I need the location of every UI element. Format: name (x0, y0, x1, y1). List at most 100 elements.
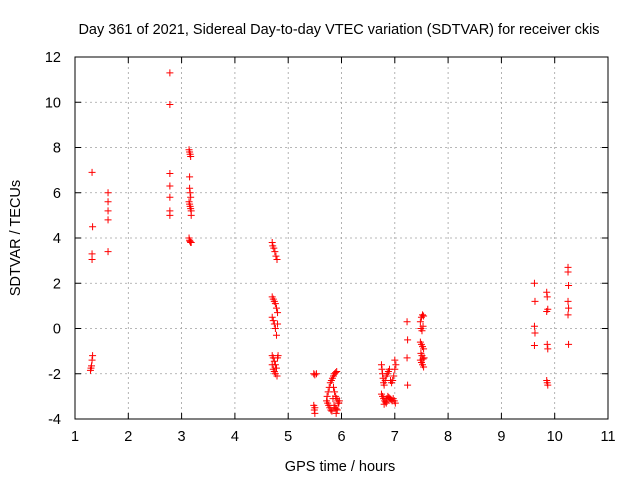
data-point (268, 239, 276, 247)
data-point (273, 255, 281, 263)
y-tick-label: -4 (48, 412, 61, 428)
data-point (391, 356, 399, 364)
data-point (166, 101, 174, 109)
x-tick-label: 7 (391, 429, 399, 445)
data-point (166, 170, 174, 178)
data-point (420, 363, 428, 371)
y-axis-label: SDTVAR / TECUs (8, 180, 24, 296)
data-point (565, 282, 573, 290)
data-point (166, 69, 174, 77)
x-tick-label: 10 (547, 429, 563, 445)
data-point (186, 237, 194, 245)
data-point (268, 361, 276, 369)
data-point (380, 381, 388, 389)
data-point (86, 366, 94, 374)
data-point (270, 320, 278, 328)
data-point (418, 327, 426, 335)
data-point (272, 304, 280, 312)
data-point (104, 207, 112, 215)
data-point (331, 388, 339, 396)
data-point (311, 409, 319, 417)
data-point (330, 383, 338, 391)
data-point (187, 239, 195, 247)
data-point (327, 406, 335, 414)
data-point (273, 372, 281, 380)
data-point (88, 168, 96, 176)
x-tick-label: 4 (231, 429, 239, 445)
data-point (378, 365, 386, 373)
y-tick-label: 2 (53, 276, 61, 292)
data-point (544, 381, 552, 389)
data-point (531, 297, 539, 305)
x-tick-label: 11 (600, 429, 615, 445)
data-point (271, 325, 279, 332)
data-point (543, 308, 551, 316)
data-point (88, 255, 96, 263)
data-point (419, 322, 427, 330)
data-points (86, 69, 573, 417)
data-point (416, 318, 424, 326)
data-point (187, 153, 195, 161)
data-point (530, 322, 538, 330)
x-tick-label: 1 (71, 429, 79, 445)
data-point (274, 352, 282, 360)
data-point (420, 345, 428, 353)
x-tick-label: 5 (284, 429, 292, 445)
x-tick-label: 9 (497, 429, 505, 445)
data-point (104, 216, 112, 224)
data-point (333, 406, 341, 414)
data-point (324, 388, 332, 396)
data-point (268, 313, 276, 321)
data-point (335, 397, 343, 405)
data-point (564, 311, 572, 319)
y-tick-label: 4 (53, 231, 61, 247)
data-point (166, 193, 174, 201)
data-point (530, 341, 538, 349)
data-point (186, 173, 194, 181)
data-point (332, 409, 340, 417)
data-point (543, 293, 551, 301)
data-point (187, 211, 195, 219)
data-point (543, 288, 551, 296)
data-point (274, 309, 282, 317)
data-point (89, 223, 97, 231)
data-point (333, 367, 341, 375)
data-point (420, 312, 428, 320)
data-point (530, 279, 538, 287)
data-point (186, 189, 194, 197)
data-point (544, 345, 552, 353)
y-tick-label: 6 (53, 186, 61, 202)
x-tick-label: 6 (337, 429, 345, 445)
data-point (332, 369, 340, 377)
data-point (377, 361, 385, 369)
data-point (564, 268, 572, 276)
chart-title: Day 361 of 2021, Sidereal Day-to-day VTE… (78, 22, 599, 38)
data-point (272, 331, 280, 339)
data-point (312, 370, 320, 378)
data-point (391, 365, 399, 373)
y-tick-label: 10 (45, 95, 61, 111)
data-point (187, 193, 195, 201)
grid-lines (75, 57, 608, 419)
data-point (89, 352, 97, 360)
y-tick-label: 12 (45, 50, 61, 66)
data-point (531, 329, 539, 337)
y-tick-label: 0 (53, 322, 61, 338)
y-tick-label: 8 (53, 141, 61, 157)
y-tick-label: -2 (48, 367, 61, 383)
data-point (403, 354, 411, 362)
data-point (166, 182, 174, 190)
data-point (565, 340, 573, 348)
data-point (329, 395, 337, 403)
data-point (420, 354, 428, 362)
x-axis-label: GPS time / hours (285, 459, 395, 475)
data-point (311, 371, 319, 379)
data-point (419, 311, 427, 319)
data-point (390, 372, 398, 380)
data-point (403, 318, 411, 326)
data-point (166, 211, 174, 219)
data-point (270, 244, 278, 252)
